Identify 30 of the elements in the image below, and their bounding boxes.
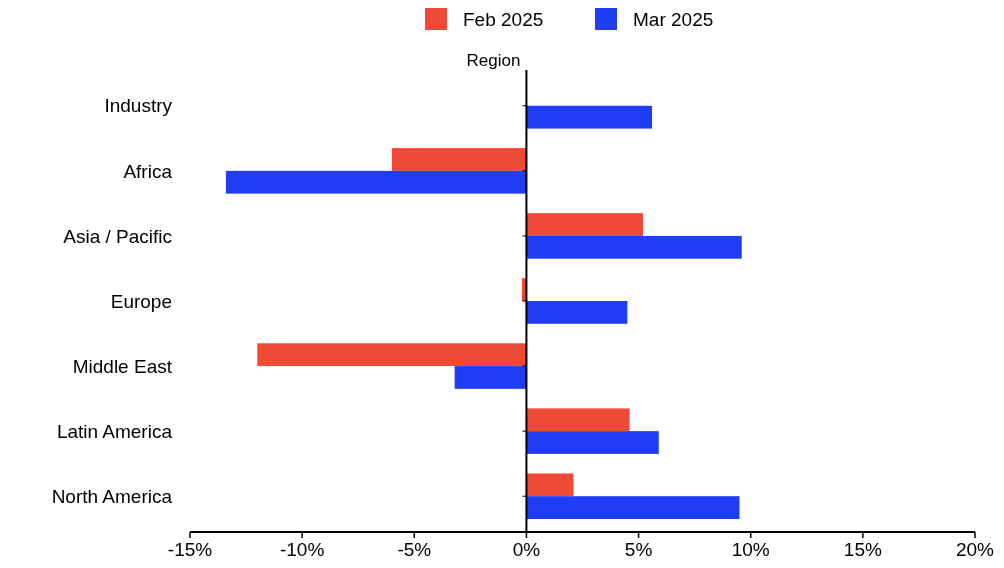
bar [526,431,659,454]
legend-label: Feb 2025 [463,8,544,30]
legend-label: Mar 2025 [633,8,714,30]
bar [454,366,527,389]
y-tick-label: Asia / Pacific [63,225,172,247]
bar [257,343,527,367]
x-tick-label: 10% [731,539,770,560]
y-tick-label: Industry [104,95,173,117]
bar [526,213,644,236]
y-tick-label: Middle East [72,355,173,377]
y-tick-label: Europe [110,290,172,312]
x-tick-label: 0% [512,539,541,560]
bar [391,148,527,171]
bar [526,496,740,519]
x-tick-label: -10% [279,539,325,560]
y-tick-label: Latin America [56,420,173,442]
x-tick-label: 15% [843,539,882,560]
x-tick-label: -5% [397,539,432,560]
bar [225,170,527,194]
x-tick-label: -15% [167,539,213,560]
y-axis-title: Region [466,51,521,70]
y-tick-label: North America [51,485,173,507]
bar [526,105,653,129]
x-tick-label: 20% [955,539,995,560]
x-tick-label: 5% [624,539,653,560]
y-tick-label: Africa [123,160,173,182]
bar [526,235,742,259]
bar [526,473,574,497]
bar [526,408,630,432]
bar [526,301,628,324]
